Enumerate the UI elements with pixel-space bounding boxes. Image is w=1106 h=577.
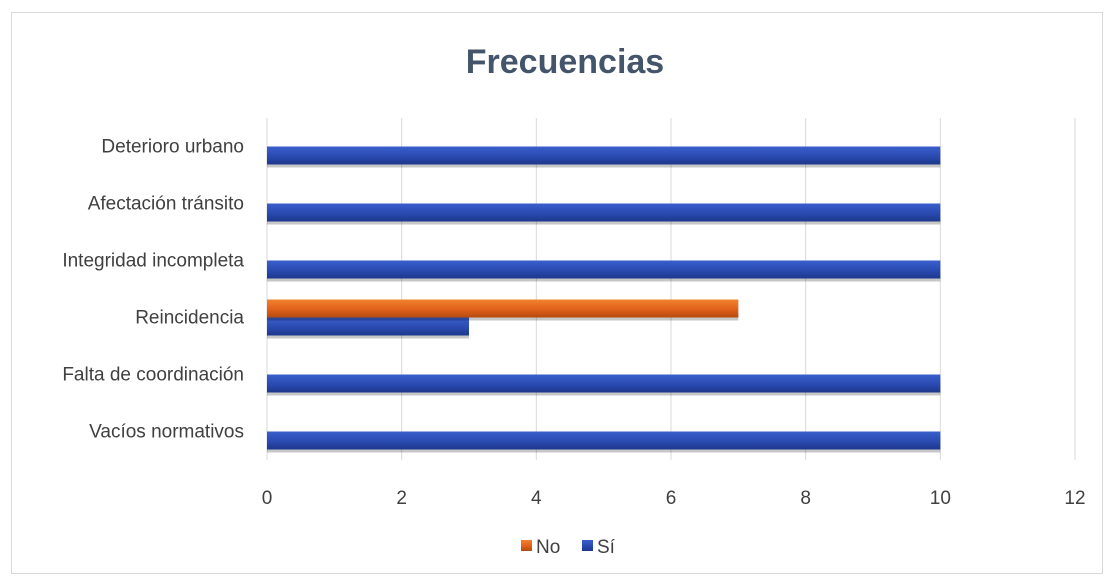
x-tick-labels: 0 2 4 6 8 10 12 [262, 488, 1086, 509]
legend-label-no: No [536, 537, 560, 558]
legend-label-si: Sí [597, 537, 616, 558]
category-label-reincidencia: Reincidencia [135, 308, 244, 329]
chart-title: Frecuencias [466, 43, 664, 81]
bar-no-reincidencia [267, 299, 739, 318]
legend-swatch-no [521, 540, 532, 551]
bars [267, 146, 941, 453]
bar-si-integridad-incompleta [267, 260, 941, 279]
bar-si-vacios-normativos [267, 431, 941, 450]
x-tick-label-10: 10 [930, 488, 951, 509]
x-tick-label-2: 2 [396, 488, 407, 509]
category-label-deterioro-urbano: Deterioro urbano [101, 137, 244, 158]
gridlines [266, 118, 1076, 460]
bar-si-reincidencia [267, 317, 469, 336]
x-tick-label-6: 6 [666, 488, 677, 509]
legend: No Sí [521, 537, 616, 558]
bar-si-deterioro-urbano [267, 146, 941, 165]
category-label-integridad-incompleta: Integridad incompleta [62, 251, 244, 272]
legend-swatch-si [582, 540, 593, 551]
category-label-vacios-normativos: Vacíos normativos [89, 422, 244, 443]
category-label-falta-de-coordinacion: Falta de coordinación [62, 365, 244, 386]
x-tick-label-4: 4 [531, 488, 542, 509]
chart-container [11, 12, 1103, 574]
x-tick-label-12: 12 [1064, 488, 1085, 509]
category-labels: Vacíos normativos Falta de coordinación Re… [62, 137, 244, 443]
bar-si-afectacion-transito [267, 203, 941, 222]
bar-si-falta-de-coordinacion [267, 374, 941, 393]
x-tick-label-8: 8 [800, 488, 811, 509]
category-label-afectacion-transito: Afectación tránsito [88, 194, 244, 215]
x-tick-label-0: 0 [262, 488, 273, 509]
